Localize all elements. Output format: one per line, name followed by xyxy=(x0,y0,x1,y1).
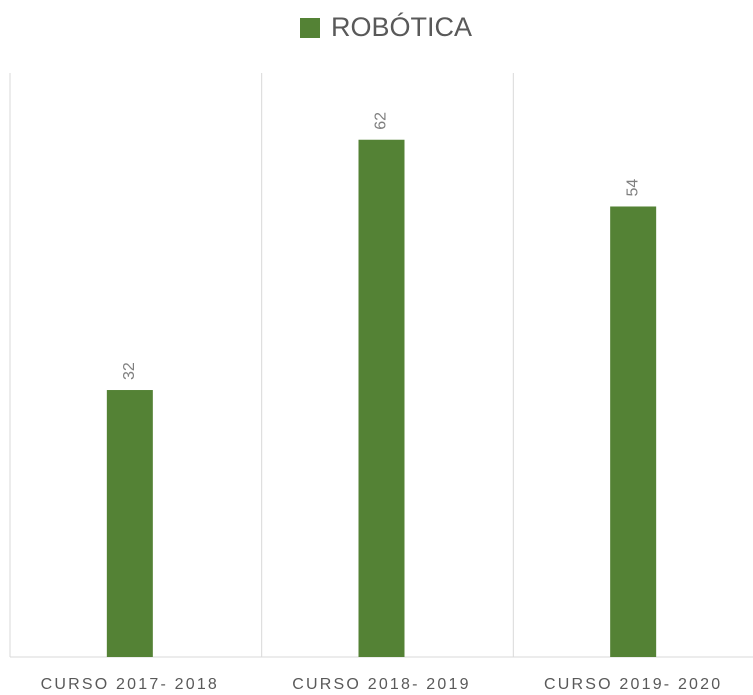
bar xyxy=(106,390,153,657)
data-label: 54 xyxy=(624,179,641,197)
legend-label: ROBÓTICA xyxy=(331,11,472,42)
x-tick-label: CURSO 2019- 2020 xyxy=(544,676,722,693)
x-tick-label: CURSO 2018- 2019 xyxy=(292,676,470,693)
bar xyxy=(610,206,657,657)
x-tick-label: CURSO 2017- 2018 xyxy=(41,676,219,693)
bar xyxy=(358,139,405,657)
data-label: 62 xyxy=(373,112,390,130)
legend-swatch xyxy=(300,18,320,38)
data-label: 32 xyxy=(121,362,138,380)
